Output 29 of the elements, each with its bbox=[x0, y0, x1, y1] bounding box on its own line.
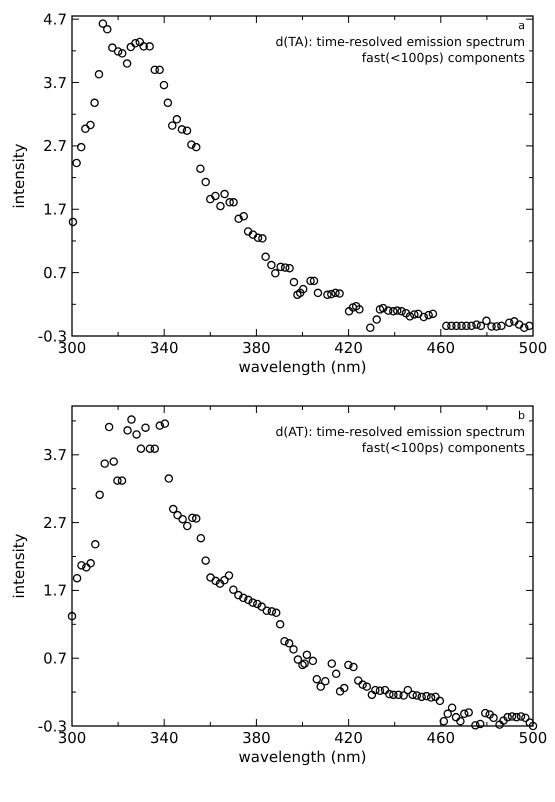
y-tick-label: 3.7 bbox=[43, 446, 67, 464]
text: fast(<100ps) components bbox=[362, 440, 525, 455]
x-tick-label: 380 bbox=[242, 339, 271, 357]
y-tick-label: 3.7 bbox=[43, 74, 67, 92]
y-tick-label: 4.7 bbox=[43, 10, 67, 28]
x-tick-label: 420 bbox=[334, 729, 363, 747]
y-axis-title: intensity bbox=[10, 143, 28, 209]
x-tick-label: 340 bbox=[150, 339, 179, 357]
annotation: b bbox=[518, 409, 526, 422]
x-axis-title: wavelength (nm) bbox=[238, 748, 366, 766]
y-tick-label: 1.7 bbox=[43, 200, 67, 219]
annotation: a bbox=[518, 19, 525, 32]
x-tick-label: 500 bbox=[518, 339, 548, 357]
y-tick-label: 0.7 bbox=[43, 264, 67, 282]
x-tick-label: 420 bbox=[334, 339, 363, 357]
y-tick-label: 0.7 bbox=[43, 649, 67, 668]
x-tick-label: 500 bbox=[518, 729, 548, 747]
x-tick-label: 340 bbox=[150, 729, 179, 747]
x-tick-label: 460 bbox=[426, 339, 456, 357]
x-tick-label: 460 bbox=[426, 729, 456, 747]
text: d(TA): time-resolved emission spectrum bbox=[275, 34, 525, 49]
text: fast(<100ps) components bbox=[362, 50, 525, 65]
y-tick-label: 2.7 bbox=[43, 137, 67, 156]
y-axis-title: intensity bbox=[10, 533, 28, 599]
x-axis-title: wavelength (nm) bbox=[238, 358, 366, 376]
y-tick-label: 1.7 bbox=[43, 582, 67, 600]
text: d(AT): time-resolved emission spectrum bbox=[275, 424, 525, 439]
x-tick-label: 380 bbox=[242, 729, 271, 747]
y-tick-label: 2.7 bbox=[43, 514, 67, 532]
